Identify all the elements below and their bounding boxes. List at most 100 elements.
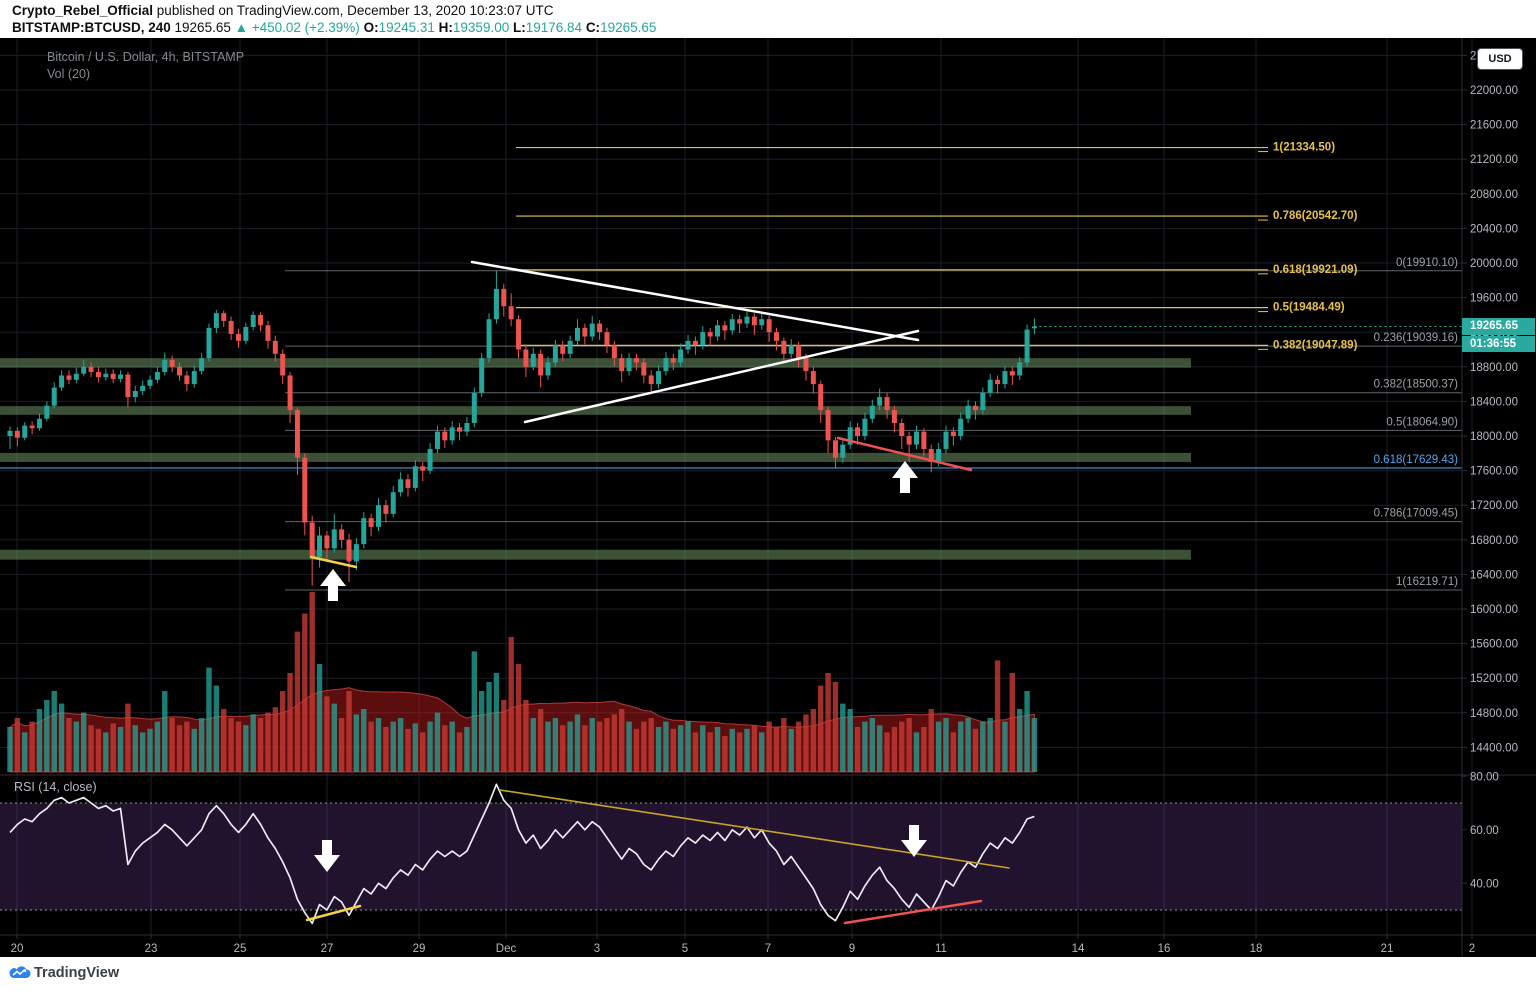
candle-body bbox=[648, 375, 654, 385]
candle-body bbox=[110, 373, 116, 379]
candle-body bbox=[891, 410, 897, 424]
volume-bar bbox=[921, 727, 927, 772]
price-axis[interactable]: 22400.0022000.0021600.0021200.0020800.00… bbox=[1462, 50, 1518, 890]
volume-bar bbox=[729, 728, 735, 772]
candle-body bbox=[346, 539, 352, 562]
volume-bar bbox=[913, 732, 920, 772]
volume-bar bbox=[987, 718, 993, 772]
symbol-info-line: BITSTAMP:BTCUSD, 240 19265.65 ▲ +450.02 … bbox=[12, 20, 656, 35]
volume-bar bbox=[810, 709, 817, 772]
price-tick-label: 20800.00 bbox=[1470, 189, 1518, 201]
candle-body bbox=[604, 332, 610, 346]
volume-bar bbox=[906, 718, 912, 772]
candle-body bbox=[66, 375, 72, 380]
chart-legend-title[interactable]: Bitcoin / U.S. Dollar, 4h, BITSTAMP bbox=[47, 50, 245, 64]
candle-body bbox=[685, 340, 691, 350]
candle-body bbox=[906, 436, 912, 445]
volume-bar bbox=[390, 721, 396, 772]
triangle-bottom-line bbox=[523, 329, 920, 424]
volume-bar bbox=[294, 631, 301, 772]
candle-body bbox=[449, 427, 455, 441]
volume-bar bbox=[36, 709, 43, 772]
volume-bar bbox=[81, 712, 87, 772]
tradingview-brand-text[interactable]: TradingView bbox=[34, 965, 120, 981]
currency-toggle-button[interactable]: USD bbox=[1477, 48, 1523, 70]
header-bar: Crypto_Rebel_Official published on Tradi… bbox=[0, 0, 1536, 38]
volume-bar bbox=[862, 721, 868, 772]
volume-legend[interactable]: Vol (20) bbox=[47, 67, 91, 81]
fib-level-label: 0.618(17629.43) bbox=[1374, 454, 1459, 466]
volume-bar bbox=[943, 718, 949, 772]
volume-bar bbox=[375, 718, 382, 772]
candle-body bbox=[508, 306, 514, 320]
volume-bar bbox=[464, 727, 470, 772]
volume-bar bbox=[213, 685, 220, 772]
volume-bar bbox=[501, 700, 507, 772]
volume-bar bbox=[795, 721, 802, 772]
rsi-tick-label: 60.00 bbox=[1470, 825, 1499, 837]
volume-bar bbox=[633, 728, 640, 772]
volume-bar bbox=[781, 718, 787, 772]
candle-body bbox=[1017, 362, 1023, 376]
volume-bar bbox=[95, 728, 102, 772]
volume-bar bbox=[722, 736, 728, 772]
price-tick-label: 15200.00 bbox=[1470, 673, 1518, 685]
price-tick-label: 21600.00 bbox=[1470, 120, 1518, 132]
fib-level-label: 1(21334.50) bbox=[1273, 142, 1335, 154]
volume-bar bbox=[935, 721, 942, 772]
time-tick-label: 27 bbox=[321, 943, 334, 955]
last-price-badge[interactable]: 19265.65 bbox=[1462, 318, 1535, 335]
volume-bar bbox=[714, 727, 721, 772]
candle-body bbox=[29, 425, 35, 429]
candle-body bbox=[965, 405, 971, 419]
symbol-interval[interactable]: BITSTAMP:BTCUSD, 240 bbox=[12, 20, 171, 35]
bar-countdown-badge[interactable]: 01:36:55 bbox=[1462, 336, 1535, 352]
volume-bar bbox=[1024, 691, 1030, 772]
author-link[interactable]: Crypto_Rebel_Official bbox=[12, 3, 154, 18]
volume-bar bbox=[73, 721, 80, 772]
candle-body bbox=[177, 366, 183, 376]
open-label: O: bbox=[363, 20, 379, 35]
candle-body bbox=[486, 319, 492, 359]
volume-bar bbox=[412, 723, 419, 772]
candle-body bbox=[221, 313, 227, 321]
candle-body bbox=[405, 479, 411, 488]
candle-body bbox=[125, 374, 131, 398]
price-tick-label: 15600.00 bbox=[1470, 639, 1518, 651]
candle-body bbox=[987, 379, 993, 393]
fib-extension-yellow: 1(21334.50) 0.786(20542.70) 0.618(19921.09… bbox=[516, 142, 1358, 351]
time-tick-label: 16 bbox=[1158, 943, 1171, 955]
candle-body bbox=[206, 327, 212, 359]
time-axis[interactable]: 20 23 25 27 29 Dec 3 5 7 9 11 14 16 18 21 2 bbox=[11, 935, 1476, 955]
candle-body bbox=[265, 325, 271, 341]
volume-bar bbox=[324, 696, 330, 772]
volume-bar bbox=[626, 721, 632, 772]
volume-bar bbox=[110, 723, 116, 772]
candle-body bbox=[479, 358, 485, 393]
candle-body bbox=[442, 431, 448, 441]
volume-bar bbox=[692, 732, 699, 772]
volume-bar bbox=[567, 721, 573, 772]
candle-body bbox=[14, 430, 20, 438]
price-tick-label: 20400.00 bbox=[1470, 223, 1518, 235]
tradingview-logo-icon[interactable] bbox=[8, 965, 32, 983]
rsi-pane bbox=[0, 783, 1462, 925]
rsi-legend[interactable]: RSI (14, close) bbox=[14, 780, 97, 794]
candlestick-series bbox=[7, 270, 1037, 586]
time-tick-label: 20 bbox=[11, 943, 24, 955]
support-zone bbox=[0, 452, 1191, 462]
candle-body bbox=[641, 362, 647, 376]
candle-body bbox=[412, 466, 418, 488]
volume-bar bbox=[825, 673, 831, 772]
candle-body bbox=[744, 316, 750, 324]
time-tick-label: 9 bbox=[849, 943, 855, 955]
candle-body bbox=[773, 332, 779, 341]
time-tick-label: 21 bbox=[1381, 943, 1394, 955]
candle-body bbox=[877, 397, 883, 406]
volume-bar bbox=[582, 725, 588, 772]
volume-bar bbox=[847, 709, 853, 772]
volume-bar bbox=[221, 709, 227, 772]
volume-bar bbox=[530, 718, 536, 772]
